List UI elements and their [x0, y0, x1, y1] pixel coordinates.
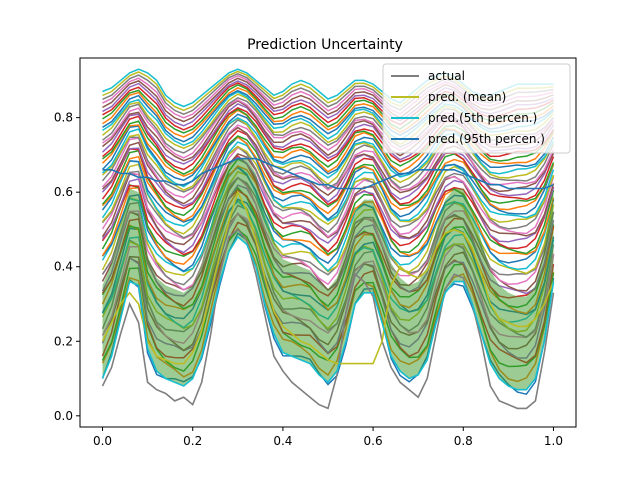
y-tick-label: 0.6: [54, 185, 73, 199]
y-tick-label: 0.8: [54, 111, 73, 125]
series-line-pred-95th-percen-: [102, 157, 554, 190]
plot-frame: [79, 57, 577, 428]
uncertainty-band: [102, 158, 554, 390]
series-line-actual: [101, 228, 555, 410]
sample-curve: [101, 113, 555, 182]
x-tick-label: 1.0: [544, 434, 563, 448]
x-tick-label: 0.2: [183, 434, 202, 448]
sample-curve: [101, 119, 555, 193]
x-axis: 0.0 0.2 0.4 0.6 0.8 1.0: [93, 427, 563, 448]
x-tick-label: 0.0: [93, 434, 112, 448]
x-tick-label: 0.8: [454, 434, 473, 448]
legend: actual pred. (mean) pred.(5th percen.) pred…: [382, 63, 571, 154]
legend-label: pred.(5th percen.): [428, 111, 537, 125]
legend-label: pred.(95th percen.): [428, 132, 545, 146]
y-axis: 0.0 0.2 0.4 0.6 0.8: [54, 111, 80, 423]
legend-label: actual: [428, 69, 465, 83]
sample-curve: [101, 145, 555, 235]
plot-area: [101, 68, 555, 410]
sample-curve: [101, 124, 555, 199]
sample-curve: [101, 141, 555, 227]
legend-box: [382, 63, 571, 154]
sample-curve: [101, 158, 555, 258]
y-tick-label: 0.4: [54, 260, 73, 274]
series-line-pred-mean-: [101, 190, 555, 365]
series-line-pred-5th-percen-: [101, 235, 555, 391]
x-tick-label: 0.6: [364, 434, 383, 448]
chart-title: Prediction Uncertainty: [247, 37, 403, 53]
y-tick-label: 0.2: [54, 334, 73, 348]
sample-curve: [101, 136, 555, 223]
legend-label: pred. (mean): [428, 90, 506, 104]
sample-curve: [101, 126, 555, 205]
sample-curve: [101, 146, 555, 240]
x-tick-label: 0.4: [273, 434, 292, 448]
sample-curve: [101, 126, 555, 207]
sample-curve: [101, 165, 555, 266]
sample-curve: [101, 154, 555, 256]
y-tick-label: 0.0: [54, 409, 73, 423]
sample-curve: [101, 135, 555, 217]
